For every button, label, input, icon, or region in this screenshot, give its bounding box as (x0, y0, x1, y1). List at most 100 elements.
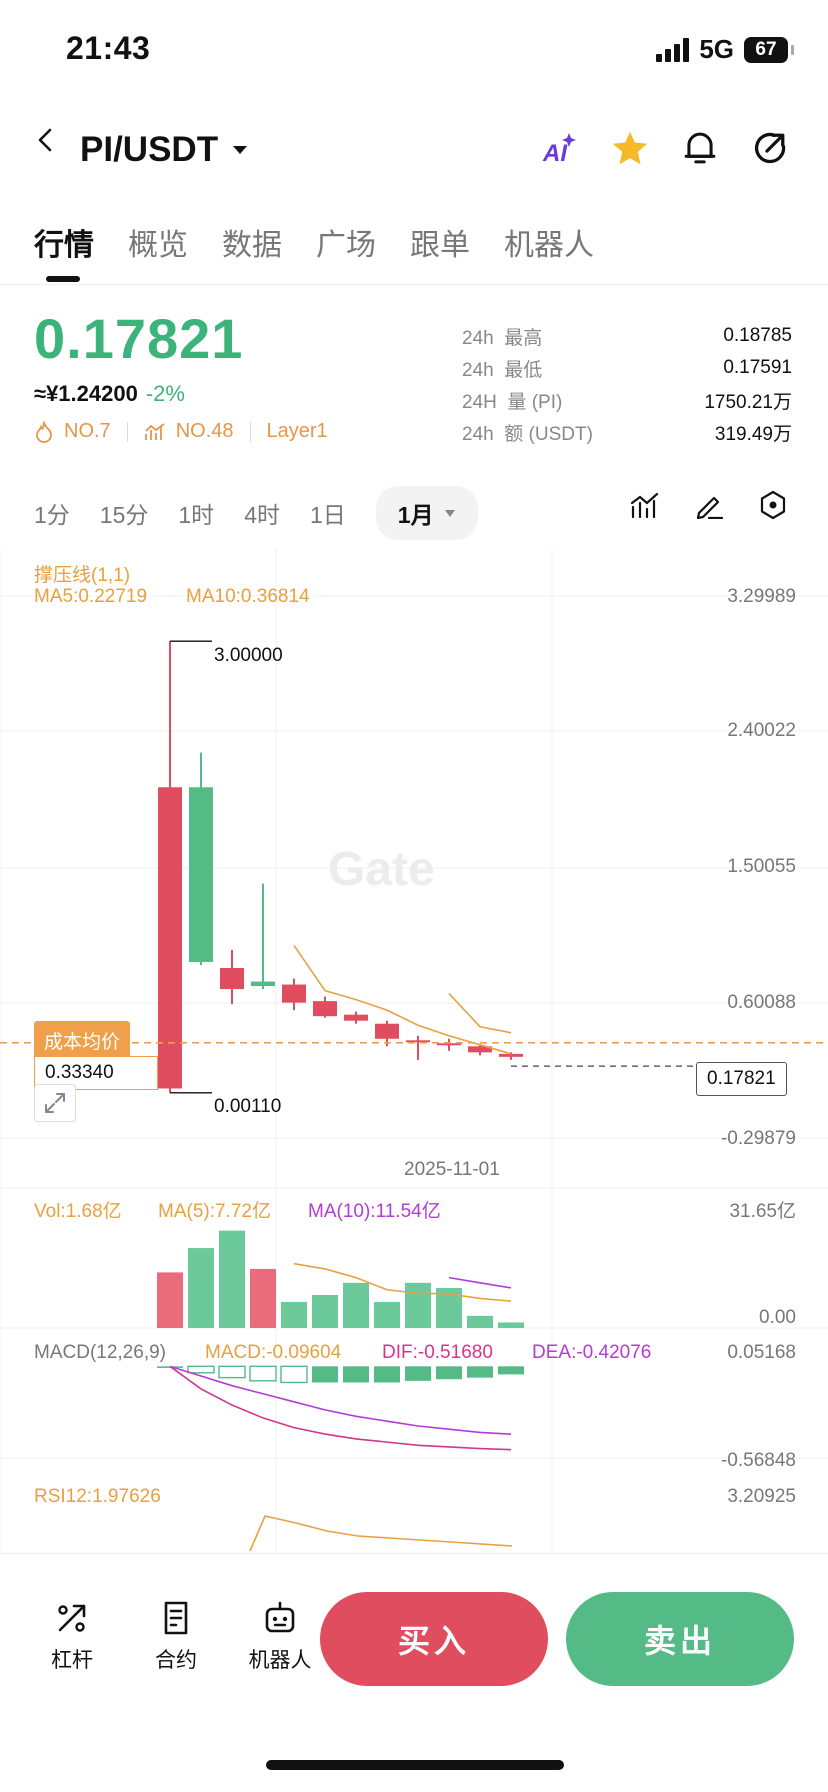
high-marker-label: 3.00000 (214, 645, 283, 666)
volume-bar (157, 1272, 183, 1328)
candle-body (499, 1053, 523, 1057)
cny-price: ≈¥1.24200 -2% (34, 381, 185, 407)
rsi-label: RSI12:1.97626 (34, 1486, 161, 1507)
status-time: 21:43 (66, 30, 151, 66)
contract-icon (164, 1601, 188, 1635)
vol-ma5-line (293, 1262, 512, 1302)
volume-bar (467, 1315, 493, 1328)
draw-icon[interactable] (692, 488, 726, 522)
candle-body (189, 787, 213, 962)
stat-turnover: 24h 额 (USDT) 319.49万 (462, 423, 792, 445)
ma5-label: MA5:0.22719 (34, 586, 148, 607)
rsi-line (249, 1515, 513, 1552)
macd-hist-bar (405, 1366, 431, 1381)
candle-body (282, 984, 306, 1003)
macd-hist-bar (498, 1366, 524, 1375)
gate-watermark: Gate (328, 843, 435, 896)
battery-icon: 67 (744, 36, 794, 63)
candle-body (220, 967, 244, 990)
candle-body (313, 1001, 337, 1017)
vol-axis-top: 31.65亿 (729, 1201, 796, 1222)
caret-down-icon (233, 146, 248, 154)
futures-label: 合约 (155, 1649, 197, 1672)
tab-active-indicator (46, 276, 80, 282)
macd-title: MACD(12,26,9) (34, 1342, 166, 1363)
support-resistance-label: 撑压线(1,1) (34, 565, 131, 586)
robot-icon (265, 1601, 295, 1633)
interval-4h[interactable]: 4时 (244, 502, 280, 528)
ai-icon[interactable]: AI (540, 128, 580, 168)
buy-button[interactable]: 买入 (320, 1592, 548, 1686)
kline-chart[interactable] (0, 548, 828, 1553)
candle-body (344, 1014, 368, 1021)
pair-selector[interactable]: PI/USDT (80, 130, 248, 170)
rank-hot[interactable]: NO.7 (64, 420, 111, 442)
margin-button[interactable]: 杠杆 (40, 1600, 104, 1674)
candles (158, 640, 523, 1094)
axis-label: 0.60088 (727, 992, 796, 1013)
macd-value: MACD:-0.09604 (205, 1342, 342, 1363)
category-tag[interactable]: Layer1 (266, 420, 328, 442)
home-indicator (266, 1760, 564, 1770)
volume-bar (281, 1301, 307, 1328)
stat-high: 24h 最高 0.18785 (462, 325, 792, 349)
macd-dif-line (169, 1365, 512, 1451)
price-change: -2% (145, 381, 185, 406)
macd-axis-bottom: -0.56848 (720, 1450, 796, 1471)
axis-label: 1.50055 (727, 856, 796, 877)
volume-bar (374, 1301, 400, 1328)
macd-panel (157, 1365, 524, 1451)
rsi-panel (249, 1515, 513, 1552)
interval-1m[interactable]: 1分 (34, 502, 70, 528)
tab-data[interactable]: 数据 (222, 229, 282, 262)
macd-hist-bar (218, 1365, 246, 1379)
back-icon[interactable] (34, 128, 58, 152)
futures-button[interactable]: 合约 (144, 1600, 208, 1674)
tab-bot[interactable]: 机器人 (504, 229, 594, 262)
candle-body (437, 1043, 461, 1046)
interval-15m[interactable]: 15分 (99, 502, 149, 528)
bot-label: 机器人 (248, 1649, 312, 1672)
vol-ma5-label: MA(5):7.72亿 (158, 1201, 271, 1222)
pair-title: PI/USDT (80, 130, 219, 169)
bot-button[interactable]: 机器人 (248, 1600, 312, 1674)
expand-icon[interactable] (34, 1084, 76, 1122)
tab-overview[interactable]: 概览 (128, 229, 188, 262)
candle-body (468, 1046, 492, 1053)
flame-icon (36, 420, 52, 443)
svg-text:AI: AI (542, 140, 568, 165)
trend-icon (144, 422, 165, 440)
tab-market[interactable]: 行情 (34, 229, 94, 262)
vol-label: Vol:1.68亿 (34, 1201, 122, 1222)
interval-1d[interactable]: 1日 (309, 502, 346, 528)
tab-square[interactable]: 广场 (316, 229, 376, 262)
star-icon[interactable] (610, 128, 650, 168)
macd-hist-bar (187, 1365, 215, 1374)
bell-icon[interactable] (680, 128, 720, 168)
indicator-icon[interactable] (628, 488, 662, 522)
volume-bar (343, 1282, 369, 1328)
macd-dif: DIF:-0.51680 (382, 1342, 493, 1363)
network-label: 5G (699, 34, 734, 64)
stats-24h: 24h 最高 0.18785 24h 最低 0.17591 24H 量 (PI) 17… (462, 320, 792, 448)
volume-bars (157, 1230, 524, 1328)
rank-badges: NO.7 NO.48 Layer1 (34, 420, 328, 443)
date-label: 2025-11-01 (404, 1159, 500, 1180)
caret-down-icon (444, 509, 455, 517)
volume-bar (250, 1268, 276, 1328)
share-icon[interactable] (750, 128, 790, 168)
macd-hist-bar (343, 1366, 369, 1383)
volume-bar (498, 1322, 524, 1328)
interval-1h[interactable]: 1时 (178, 502, 215, 528)
settings-icon[interactable] (756, 488, 790, 522)
vol-ma10-label: MA(10):11.54亿 (308, 1201, 441, 1222)
macd-hist-bar (374, 1366, 400, 1383)
bottom-divider (0, 1553, 828, 1554)
status-indicators: 5G 67 (656, 34, 794, 65)
tab-copy-trade[interactable]: 跟单 (410, 229, 470, 262)
rank-gain[interactable]: NO.48 (175, 420, 234, 442)
sell-button[interactable]: 卖出 (566, 1592, 794, 1686)
interval-selected[interactable]: 1月 (375, 486, 478, 540)
tabs-divider (0, 284, 828, 285)
header-actions: AI (540, 128, 790, 168)
